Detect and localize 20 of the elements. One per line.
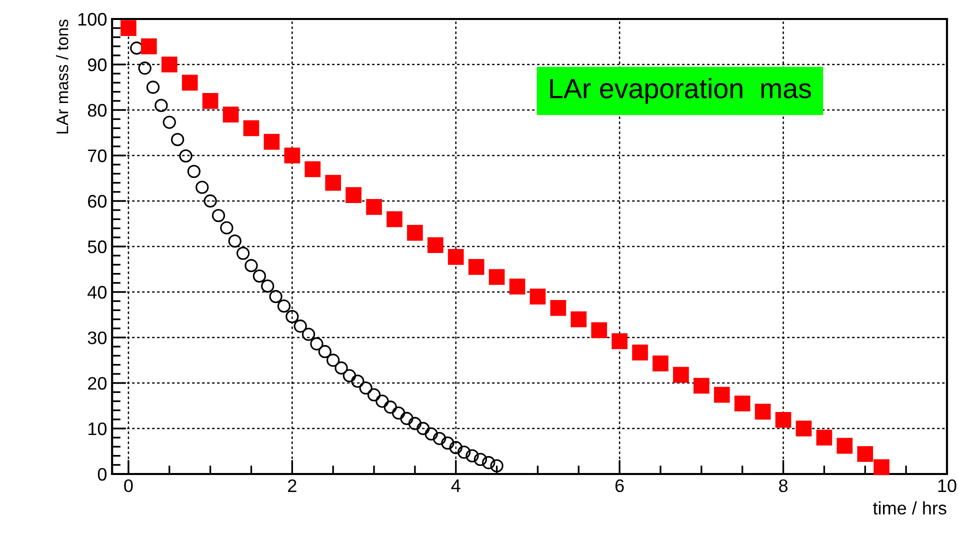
annotation: LAr evaporation mas bbox=[550, 78, 811, 104]
y-tick-label: 10 bbox=[88, 422, 107, 436]
y-tick-label: 20 bbox=[88, 376, 107, 390]
y-tick-label: 70 bbox=[88, 149, 107, 162]
y-tick-label: 0 bbox=[98, 468, 107, 481]
x-tick-label: 6 bbox=[615, 479, 624, 492]
x-tick-label: 8 bbox=[779, 479, 788, 492]
x-tick-label: 4 bbox=[451, 480, 460, 492]
y-tick-label: 50 bbox=[88, 240, 107, 254]
x-tick-label: 0 bbox=[124, 479, 133, 492]
y-tick-label: 80 bbox=[88, 104, 107, 117]
x-axis-title: time / hrs bbox=[873, 501, 946, 515]
x-tick-label: 10 bbox=[938, 479, 956, 492]
y-tick-label: 60 bbox=[88, 194, 107, 208]
y-tick-label: 30 bbox=[88, 331, 107, 344]
x-tick-label: 2 bbox=[288, 479, 296, 492]
y-tick-label: 90 bbox=[88, 58, 107, 72]
y-axis-title: LAr mass / tons bbox=[56, 20, 68, 134]
y-tick-label: 40 bbox=[88, 286, 107, 299]
y-tick-label: 100 bbox=[78, 12, 107, 26]
